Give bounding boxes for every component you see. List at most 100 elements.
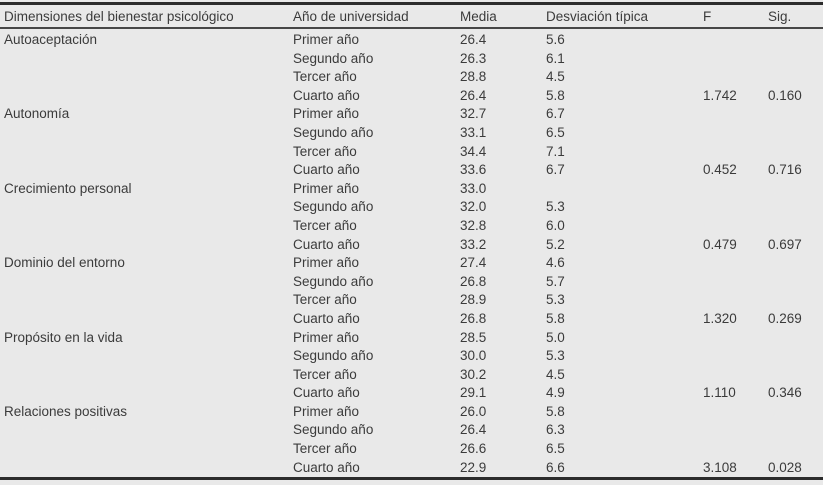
sig-cell: 0.269 — [768, 310, 802, 326]
dimension-cell — [0, 421, 289, 440]
media-cell: 28.5 — [460, 329, 487, 345]
column-header-dimension: Dimensiones del bienestar psicológico — [0, 3, 289, 29]
media-cell: 26.4 — [460, 422, 487, 438]
year-cell: Cuarto año — [293, 459, 360, 475]
table-row: Autoaceptación Primer año 26.4 5.6 — [0, 28, 823, 50]
year-cell: Cuarto año — [293, 310, 360, 326]
sig-cell — [764, 68, 823, 87]
sig-cell — [764, 254, 823, 273]
sd-cell: 4.9 — [546, 385, 565, 401]
media-cell: 29.1 — [460, 385, 487, 401]
sig-cell — [764, 421, 823, 440]
f-cell — [699, 68, 764, 87]
year-cell: Segundo año — [293, 422, 374, 438]
sd-cell: 6.3 — [546, 422, 565, 438]
sd-cell: 5.3 — [546, 292, 565, 308]
media-cell: 30.2 — [460, 366, 487, 382]
dimension-cell — [0, 366, 289, 385]
media-cell: 34.4 — [460, 143, 487, 159]
media-cell: 26.4 — [460, 87, 487, 103]
dimension-cell — [0, 217, 289, 236]
sig-cell — [764, 291, 823, 310]
sd-cell: 5.8 — [546, 87, 565, 103]
dimension-cell: Dominio del entorno — [4, 255, 125, 271]
dimension-cell — [0, 124, 289, 143]
table-row: Segundo año 32.0 5.3 — [0, 198, 823, 217]
table-row: Cuarto año 29.1 4.9 1.110 0.346 — [0, 384, 823, 403]
sig-cell — [764, 217, 823, 236]
f-cell: 1.110 — [703, 385, 736, 401]
f-cell — [699, 50, 764, 69]
sd-cell: 5.2 — [546, 236, 565, 252]
sig-cell — [764, 105, 823, 124]
f-cell — [699, 254, 764, 273]
media-cell: 32.7 — [460, 106, 487, 122]
f-cell: 1.320 — [703, 310, 737, 326]
f-cell — [699, 180, 764, 199]
sig-cell — [764, 180, 823, 199]
table-row: Tercer año 26.6 6.5 — [0, 440, 823, 459]
f-cell — [699, 347, 764, 366]
dimension-cell: Autonomía — [4, 106, 70, 122]
sd-cell: 5.7 — [546, 273, 565, 289]
column-header-media: Media — [456, 3, 542, 29]
sig-cell: 0.028 — [768, 459, 802, 475]
sig-cell: 0.346 — [768, 385, 802, 401]
year-cell: Cuarto año — [293, 87, 360, 103]
dimension-cell — [0, 50, 289, 69]
sd-cell: 5.6 — [546, 32, 565, 47]
media-cell: 26.6 — [460, 441, 487, 457]
column-header-sig: Sig. — [764, 3, 823, 29]
media-cell: 33.1 — [460, 124, 487, 140]
table-row: Tercer año 32.8 6.0 — [0, 217, 823, 236]
sd-cell: 5.0 — [546, 329, 565, 345]
table-row: Segundo año 26.3 6.1 — [0, 50, 823, 69]
year-cell: Tercer año — [293, 143, 357, 159]
media-cell: 28.8 — [460, 69, 487, 85]
f-cell: 0.479 — [703, 236, 737, 252]
media-cell: 27.4 — [460, 255, 487, 271]
table-row: Segundo año 26.4 6.3 — [0, 421, 823, 440]
column-header-sd: Desviación típica — [542, 3, 699, 29]
table-body: Autoaceptación Primer año 26.4 5.6 Segundo a… — [0, 28, 823, 479]
dimension-cell: Relaciones positivas — [4, 403, 128, 419]
sig-cell — [764, 28, 823, 50]
media-cell: 26.3 — [460, 50, 487, 66]
column-header-f: F — [699, 3, 764, 29]
sd-cell: 6.7 — [546, 162, 565, 178]
year-cell: Primer año — [293, 180, 360, 196]
media-cell: 32.8 — [460, 217, 487, 233]
sd-cell: 4.5 — [546, 69, 565, 85]
f-cell: 0.452 — [703, 162, 737, 178]
media-cell: 22.9 — [460, 459, 487, 475]
year-cell: Tercer año — [293, 366, 357, 382]
sd-cell — [542, 180, 699, 199]
sd-cell: 5.8 — [546, 403, 565, 419]
f-cell — [699, 105, 764, 124]
sd-cell: 5.8 — [546, 310, 565, 326]
sig-cell — [764, 273, 823, 292]
year-cell: Primer año — [293, 255, 360, 271]
media-cell: 26.8 — [460, 310, 487, 326]
sig-cell — [764, 198, 823, 217]
sd-cell: 5.3 — [546, 348, 565, 364]
table-row: Tercer año 28.9 5.3 — [0, 291, 823, 310]
sig-cell — [764, 124, 823, 143]
year-cell: Tercer año — [293, 441, 357, 457]
sig-cell — [764, 366, 823, 385]
dimension-cell — [0, 87, 289, 106]
sd-cell: 6.1 — [546, 50, 565, 66]
media-cell: 33.2 — [460, 236, 487, 252]
f-cell — [699, 217, 764, 236]
dimension-cell: Autoaceptación — [4, 32, 98, 47]
dimension-cell — [0, 68, 289, 87]
f-cell — [699, 329, 764, 348]
year-cell: Cuarto año — [293, 385, 360, 401]
f-cell — [699, 421, 764, 440]
sig-cell: 0.716 — [768, 162, 802, 178]
year-cell: Cuarto año — [293, 236, 360, 252]
sig-cell — [764, 50, 823, 69]
media-cell: 30.0 — [460, 348, 487, 364]
table-row: Tercer año 28.8 4.5 — [0, 68, 823, 87]
table-row: Crecimiento personal Primer año 33.0 — [0, 180, 823, 199]
